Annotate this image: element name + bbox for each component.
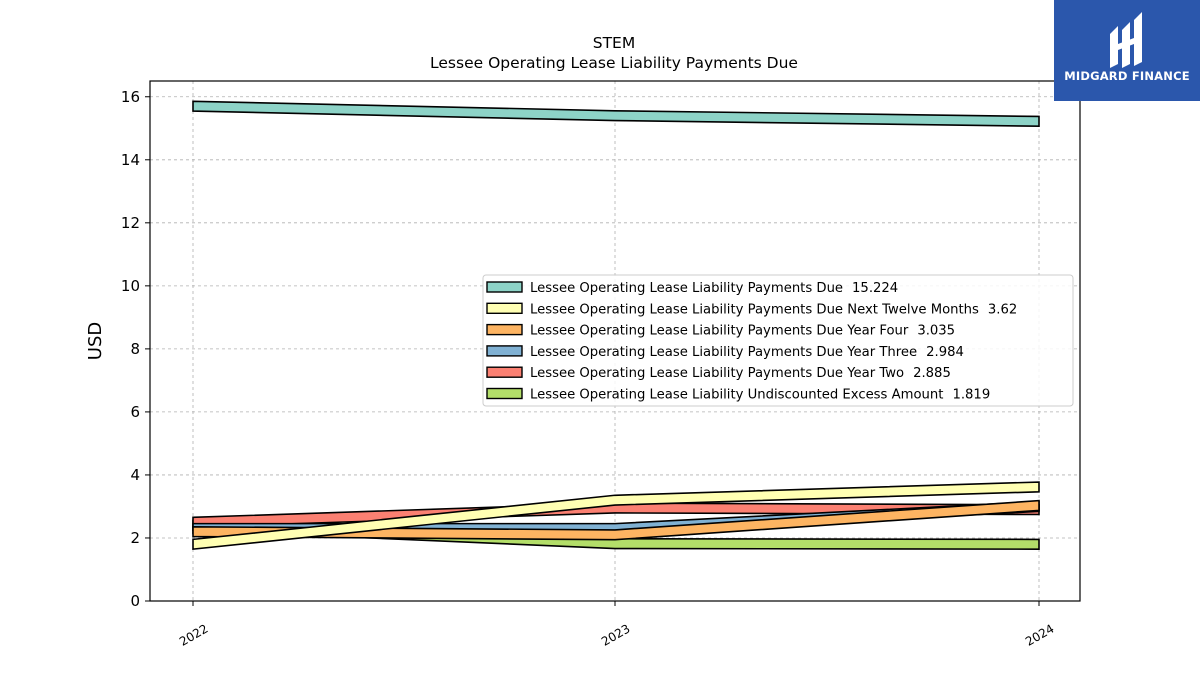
chart-subtitle: Lessee Operating Lease Liability Payment… bbox=[430, 54, 798, 72]
x-tick-label: 2024 bbox=[1023, 621, 1056, 648]
y-tick-label: 8 bbox=[130, 340, 140, 358]
legend-series-value: 3.62 bbox=[988, 302, 1017, 317]
legend-frame bbox=[482, 274, 1074, 407]
legend-series-name: Lessee Operating Lease Liability Payment… bbox=[530, 345, 917, 360]
legend-series-value: 1.819 bbox=[952, 388, 990, 403]
legend-series-name: Lessee Operating Lease Liability Payment… bbox=[530, 366, 904, 381]
y-tick-label: 12 bbox=[121, 214, 140, 232]
legend-series-value: 15.224 bbox=[852, 281, 898, 296]
legend-series-name: Lessee Operating Lease Liability Payment… bbox=[530, 302, 979, 317]
legend-swatch-0 bbox=[486, 281, 523, 293]
legend-swatch-1 bbox=[486, 302, 523, 314]
y-axis-label: USD bbox=[85, 322, 106, 360]
legend-swatch-3 bbox=[486, 345, 523, 357]
y-tick-label: 6 bbox=[130, 403, 140, 421]
midgard-finance-logo-icon bbox=[1110, 12, 1142, 68]
series-band-2 bbox=[192, 499, 1040, 541]
legend-series-value: 2.984 bbox=[926, 345, 964, 360]
legend-series-value: 3.035 bbox=[917, 324, 955, 339]
legend: Lessee Operating Lease Liability Payment… bbox=[482, 274, 1074, 407]
y-tick-label: 16 bbox=[121, 88, 140, 106]
x-tick-label: 2022 bbox=[177, 621, 210, 648]
legend-swatch-4 bbox=[486, 366, 523, 378]
x-tick-label: 2023 bbox=[599, 621, 632, 648]
series-band-1 bbox=[192, 481, 1040, 551]
chart-title: STEM bbox=[593, 34, 635, 52]
y-tick-label: 14 bbox=[121, 151, 140, 169]
y-tick-label: 0 bbox=[130, 592, 140, 610]
legend-swatch-2 bbox=[486, 323, 523, 336]
y-tick-label: 2 bbox=[130, 529, 140, 547]
legend-series-name: Lessee Operating Lease Liability Undisco… bbox=[530, 388, 943, 403]
series-layer bbox=[192, 100, 1040, 551]
legend-swatch-5 bbox=[486, 387, 523, 400]
legend-series-value: 2.885 bbox=[913, 366, 951, 381]
legend-label-0: Lessee Operating Lease Liability Payment… bbox=[530, 281, 898, 296]
legend-label-5: Lessee Operating Lease Liability Undisco… bbox=[530, 388, 990, 403]
y-tick-label: 4 bbox=[130, 466, 140, 484]
legend-label-4: Lessee Operating Lease Liability Payment… bbox=[530, 366, 951, 381]
midgard-finance-logo: MIDGARD FINANCE bbox=[1054, 0, 1200, 101]
legend-label-2: Lessee Operating Lease Liability Payment… bbox=[530, 324, 955, 339]
legend-series-name: Lessee Operating Lease Liability Payment… bbox=[530, 281, 843, 296]
brand-name: MIDGARD FINANCE bbox=[1064, 69, 1190, 83]
series-band-0 bbox=[192, 100, 1040, 128]
legend-label-1: Lessee Operating Lease Liability Payment… bbox=[530, 302, 1017, 317]
y-tick-label: 10 bbox=[121, 277, 140, 295]
legend-label-3: Lessee Operating Lease Liability Payment… bbox=[530, 345, 964, 360]
legend-series-name: Lessee Operating Lease Liability Payment… bbox=[530, 324, 909, 339]
